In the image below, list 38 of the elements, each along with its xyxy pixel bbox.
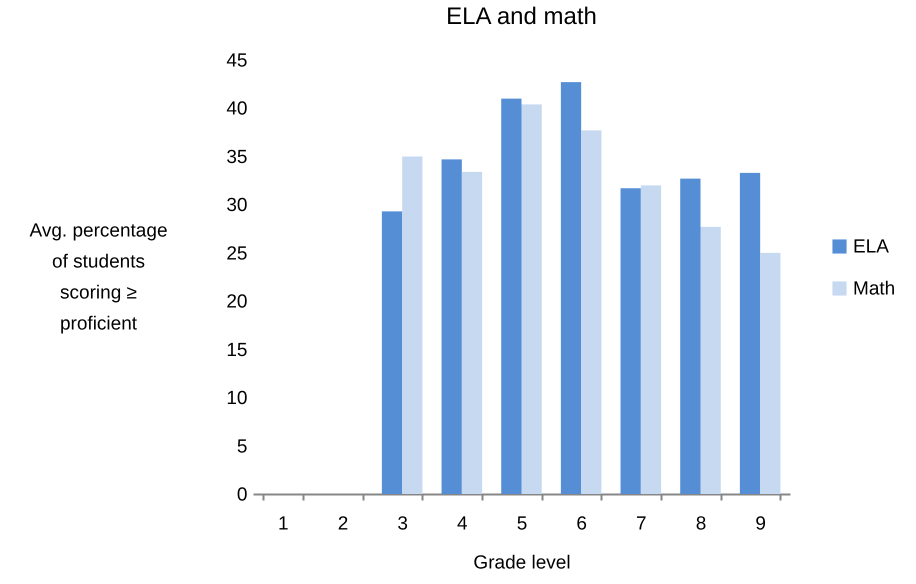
x-tick-label: 5 (516, 514, 528, 534)
x-tick-label: 4 (457, 514, 468, 534)
y-tick-label: 35 (226, 146, 248, 168)
bar (640, 185, 662, 494)
x-tick-label: 9 (755, 514, 766, 534)
y-tick-label: 25 (226, 243, 248, 264)
y-tick-label: 45 (226, 50, 248, 72)
bar (581, 130, 602, 494)
y-tick-label: 30 (226, 195, 248, 216)
bar (501, 98, 522, 494)
bar (560, 82, 582, 494)
y-axis-title: Avg. percentage of students scoring ≥ proficient (29, 220, 168, 334)
bar (462, 172, 482, 494)
legend-label: ELA (853, 236, 890, 258)
y-tick-label: 20 (226, 292, 248, 313)
x-axis-title: Grade level (473, 552, 571, 574)
x-tick-label: 1 (278, 514, 289, 534)
bar (740, 172, 760, 494)
bar (760, 252, 780, 494)
y-tick-label: 40 (226, 98, 248, 120)
bar (680, 178, 700, 494)
x-tick-label: 7 (636, 514, 647, 534)
y-tick-label: 10 (226, 388, 248, 410)
y-tick-label: 0 (236, 484, 248, 506)
y-tick-label: 15 (226, 340, 248, 361)
x-tick-label: 2 (338, 514, 348, 534)
x-tick-label: 3 (397, 514, 408, 534)
chart-title: ELA and math (446, 3, 597, 30)
legend-label: Math (853, 278, 896, 300)
bar (402, 156, 422, 494)
bar (382, 211, 402, 494)
bar (700, 226, 721, 494)
bar (620, 188, 641, 494)
x-tick-label: 6 (576, 514, 587, 534)
bar (522, 104, 542, 494)
y-tick-label: 5 (236, 436, 248, 458)
bar (442, 159, 462, 494)
x-tick-label: 8 (696, 514, 706, 534)
